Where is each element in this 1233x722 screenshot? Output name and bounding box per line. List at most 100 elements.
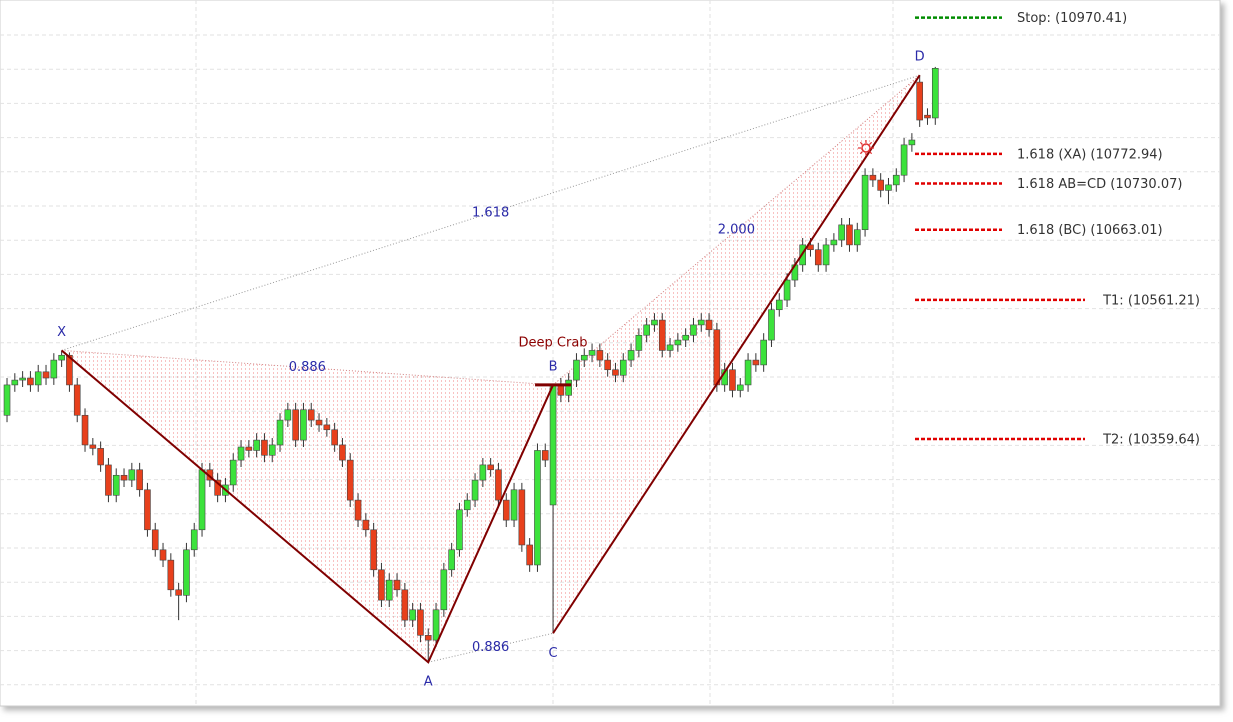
signal-icon: [859, 141, 863, 145]
candle-body: [183, 549, 190, 596]
candle-body: [128, 469, 136, 481]
candle-body: [27, 377, 34, 386]
pattern-leg: [60, 349, 554, 664]
pattern-area: [61, 350, 554, 663]
candle-body: [409, 609, 416, 621]
candle-body: [908, 139, 916, 146]
candle-body: [557, 384, 565, 396]
candle-body: [105, 464, 112, 496]
candle-body: [775, 299, 783, 311]
candle-body: [292, 409, 299, 441]
candle-body: [175, 589, 182, 596]
point-label: C: [549, 646, 558, 661]
ratio-line: [61, 74, 920, 351]
candle-body: [487, 464, 494, 471]
candle-body: [3, 384, 11, 416]
ratio-line: [61, 349, 554, 386]
candle-body: [690, 324, 697, 336]
candle-body: [814, 249, 822, 266]
candle-body: [73, 384, 81, 416]
signal-icon: [869, 151, 873, 155]
candle-body: [456, 509, 463, 551]
candle-body: [838, 224, 845, 241]
candle-body: [11, 379, 19, 386]
level-label: 1.618 (XA) (10772.94): [1017, 147, 1163, 162]
candle-body: [549, 384, 557, 506]
candle-body: [534, 450, 541, 566]
candle-body: [323, 424, 331, 431]
candle-body: [916, 81, 923, 121]
candle-body: [97, 448, 104, 466]
candle-body: [346, 459, 354, 501]
candle-body: [924, 114, 931, 119]
candle-body: [861, 174, 869, 231]
candle-body: [768, 309, 775, 341]
point-label: A: [424, 675, 433, 690]
candle-body: [588, 350, 596, 356]
plot: X A B C D Deep Crab 0.886 0.886 1.618 2.000 Stop: …: [3, 11, 1200, 690]
candle-body: [42, 371, 50, 379]
candle-body: [565, 379, 572, 396]
candle-body: [136, 469, 143, 491]
candle-body: [237, 446, 245, 461]
candle-body: [385, 579, 393, 601]
candle-body: [440, 569, 448, 611]
candle-body: [284, 409, 292, 421]
candle-body: [151, 529, 159, 551]
candle-body: [830, 239, 838, 246]
candle-body: [339, 444, 346, 461]
candle-body: [674, 339, 682, 346]
ratio-label: 1.618: [472, 205, 509, 220]
candle-body: [378, 569, 385, 601]
candle-body: [198, 469, 206, 531]
candle-body: [518, 489, 526, 546]
candle-body: [190, 529, 198, 551]
candle-body: [510, 489, 518, 521]
candle-body: [502, 499, 510, 521]
candle-body: [877, 179, 884, 191]
candle-body: [331, 429, 338, 446]
candle-body: [736, 384, 744, 391]
point-label: D: [915, 50, 925, 65]
candle-body: [892, 174, 900, 186]
candle-body: [931, 67, 939, 119]
candle-body: [744, 359, 752, 386]
candle-body: [760, 339, 767, 366]
candle-body: [315, 419, 323, 426]
candle-body: [627, 350, 635, 361]
candle-body: [89, 444, 97, 449]
ratio-label: 0.886: [289, 360, 326, 375]
candle-body: [253, 439, 260, 451]
candle-body: [50, 359, 58, 379]
candle-body: [729, 369, 736, 391]
candle-body: [846, 224, 853, 246]
candle-body: [495, 469, 502, 501]
candle-body: [144, 489, 151, 531]
candle-body: [112, 474, 120, 496]
signal-icon: [861, 143, 871, 153]
candle-body: [885, 184, 892, 191]
candle-body: [666, 344, 674, 351]
candle-body: [580, 354, 588, 361]
candle-body: [541, 450, 549, 461]
candle-body: [276, 419, 284, 446]
level-label: 1.618 AB=CD (10730.07): [1017, 177, 1182, 192]
point-label: X: [57, 325, 66, 340]
candle-body: [81, 414, 89, 446]
candle-body: [34, 371, 42, 386]
candle-body: [214, 479, 221, 496]
point-label: B: [549, 359, 558, 374]
candle-body: [705, 319, 713, 331]
candle-body: [635, 334, 643, 351]
candle-body: [900, 144, 908, 176]
candle-body: [229, 459, 237, 486]
ratio-label: 2.000: [718, 223, 755, 238]
candle-body: [66, 354, 73, 386]
candle-body: [612, 369, 619, 376]
level-label: T1: (10561.21): [1102, 293, 1200, 308]
candle-body: [596, 350, 604, 361]
candle-body: [362, 519, 370, 531]
candle-body: [471, 479, 479, 501]
level-label: T2: (10359.64): [1102, 432, 1200, 447]
